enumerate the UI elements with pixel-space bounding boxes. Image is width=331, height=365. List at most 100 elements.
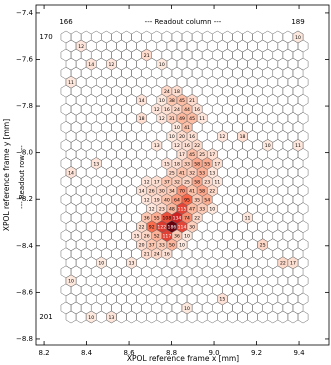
pixel-hex	[268, 257, 278, 269]
pixel-hex	[268, 275, 278, 287]
pixel-hex	[293, 103, 303, 115]
pixel-hex	[248, 58, 258, 70]
cell-label: 25	[169, 170, 175, 176]
pixel-hex	[207, 58, 217, 70]
pixel-hex	[263, 121, 273, 133]
pixel-hex	[66, 293, 76, 305]
pixel-hex	[81, 139, 91, 151]
pixel-hex	[232, 31, 242, 43]
pixel-hex	[222, 49, 232, 61]
pixel-hex	[278, 148, 288, 160]
pixel-hex	[157, 311, 167, 323]
pixel-hex	[106, 76, 116, 88]
cell-label: 58	[194, 161, 200, 167]
pixel-hex	[61, 49, 71, 61]
pixel-hex	[273, 194, 283, 206]
cell-label: 14	[139, 188, 145, 194]
pixel-hex	[116, 257, 126, 269]
pixel-hex	[111, 157, 121, 169]
row-label: 170	[39, 33, 52, 41]
pixel-hex	[86, 257, 96, 269]
pixel-hex	[243, 175, 253, 187]
pixel-hex	[157, 275, 167, 287]
cell-label: 11	[295, 143, 301, 149]
cell-label: 122	[157, 224, 166, 230]
pixel-hex	[253, 302, 263, 314]
pixel-hex	[182, 49, 192, 61]
cell-label: 41	[184, 125, 190, 131]
pixel-hex	[288, 76, 298, 88]
pixel-hex	[202, 284, 212, 296]
pixel-hex	[111, 139, 121, 151]
pixel-hex	[137, 148, 147, 160]
pixel-hex	[121, 67, 131, 79]
pixel-hex	[71, 194, 81, 206]
pixel-hex	[116, 221, 126, 233]
cell-label: 19	[154, 197, 160, 203]
pixel-hex	[288, 112, 298, 124]
cell-label: 23	[159, 206, 165, 212]
pixel-hex	[121, 139, 131, 151]
pixel-hex	[121, 194, 131, 206]
pixel-hex	[227, 293, 237, 305]
pixel-hex	[273, 157, 283, 169]
pixel-hex	[132, 139, 142, 151]
pixel-hex	[232, 67, 242, 79]
cell-label: 15	[134, 234, 140, 240]
pixel-hex	[237, 257, 247, 269]
pixel-hex	[263, 67, 273, 79]
pixel-hex	[101, 103, 111, 115]
pixel-hex	[61, 302, 71, 314]
pixel-hex	[263, 194, 273, 206]
pixel-hex	[212, 67, 222, 79]
pixel-hex	[81, 248, 91, 260]
pixel-hex	[91, 31, 101, 43]
pixel-hex	[202, 85, 212, 97]
pixel-hex	[293, 302, 303, 314]
pixel-hex	[202, 31, 212, 43]
cell-label: 18	[240, 134, 246, 140]
pixel-hex	[232, 248, 242, 260]
pixel-hex	[212, 49, 222, 61]
pixel-hex	[298, 185, 308, 197]
pixel-hex	[278, 311, 288, 323]
pixel-hex	[76, 148, 86, 160]
pixel-hex	[293, 121, 303, 133]
pixel-hex	[142, 284, 152, 296]
pixel-hex	[217, 221, 227, 233]
pixel-hex	[76, 293, 86, 305]
pixel-hex	[121, 49, 131, 61]
pixel-hex	[121, 284, 131, 296]
pixel-hex	[61, 212, 71, 224]
pixel-hex	[288, 221, 298, 233]
pixel-hex	[253, 194, 263, 206]
pixel-hex	[157, 40, 167, 52]
pixel-hex	[237, 293, 247, 305]
pixel-hex	[202, 248, 212, 260]
pixel-hex	[293, 212, 303, 224]
y-tick-label: −7.6	[16, 55, 34, 63]
cell-label: 10	[169, 134, 175, 140]
pixel-hex	[263, 284, 273, 296]
pixel-hex	[81, 85, 91, 97]
cell-label: 13	[129, 261, 135, 267]
cell-label: 14	[88, 62, 94, 68]
pixel-hex	[273, 230, 283, 242]
pixel-hex	[298, 58, 308, 70]
cell-label: 10	[98, 261, 104, 267]
pixel-hex	[237, 275, 247, 287]
pixel-hex	[172, 67, 182, 79]
pixel-hex	[278, 166, 288, 178]
pixel-hex	[263, 302, 273, 314]
cell-label: 70	[179, 188, 185, 194]
pixel-hex	[81, 121, 91, 133]
cell-label: 32	[174, 179, 180, 185]
pixel-hex	[66, 58, 76, 70]
pixel-hex	[167, 293, 177, 305]
pixel-hex	[76, 203, 86, 215]
pixel-hex	[187, 275, 197, 287]
pixel-hex	[66, 148, 76, 160]
y-tick-label: −8.2	[16, 195, 33, 203]
pixel-hex	[217, 275, 227, 287]
pixel-hex	[217, 58, 227, 70]
